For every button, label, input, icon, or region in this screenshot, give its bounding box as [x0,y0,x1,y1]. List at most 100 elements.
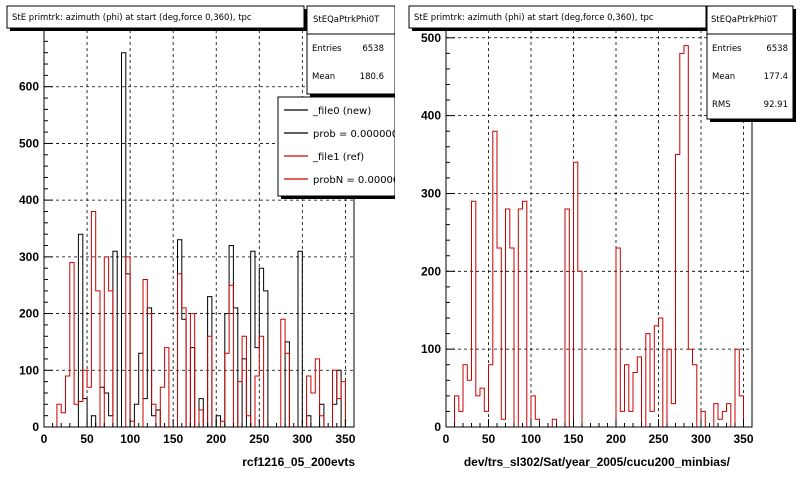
right-series-0-bin-6 [472,201,476,427]
left-ytick-label-0: 0 [32,420,39,434]
right-stats-entries-value: 6538 [766,44,788,54]
right-series-0-bin-25 [552,419,556,427]
right-stats-rms-value: 92.91 [764,100,788,110]
legend-label-probn: probN = 0.000000 [313,175,406,186]
left-axes: 0 50 100 150 200 250 300 350 0 100 200 300 400 500 600 [19,40,356,446]
left-xtick-label-3: 150 [163,432,183,446]
right-x-axis-label: dev/trs_sl302/Sat/year_2005/cucu200_minb… [464,455,731,469]
right-grid [446,30,752,427]
left-x-axis-label: rcf1216_05_200evts [242,455,355,469]
left-ytick-label-2: 200 [19,307,39,321]
right-series-0-bin-43 [629,411,633,427]
right-series-0-bin-48 [650,411,654,427]
left-ytick-label-6: 600 [19,80,39,94]
left-xtick-label-1: 50 [80,432,94,446]
right-stats-mean-label: Mean [712,72,735,82]
right-series-0-outline [446,45,752,428]
right-series-0-bin-56 [684,46,688,427]
right-xtick-label-4: 200 [606,432,626,446]
right-series-0-bin-18 [523,201,527,427]
right-series-0-bin-55 [680,53,684,427]
right-series-0-bin-40 [616,248,620,427]
left-stats-name: StEQaPtrkPhi0T [313,15,380,25]
right-series-0-bin-15 [510,248,514,427]
right-series-0-bin-57 [688,349,692,427]
right-series-0-bin-12 [497,248,501,427]
right-xtick-label-5: 250 [648,432,668,446]
right-series-0-bin-9 [484,411,488,427]
right-series-0-bin-45 [637,357,641,427]
right-ytick-label-2: 200 [421,264,441,278]
right-series-0-bin-64 [718,419,722,427]
left-ytick-label-5: 500 [19,136,39,150]
right-ytick-label-5: 500 [421,31,441,45]
right-ytick-label-4: 400 [421,109,441,123]
left-xtick-label-0: 0 [41,432,48,446]
left-stats-box [306,5,396,95]
right-series-0-bin-21 [535,419,539,427]
right-chart-title: StE primtrk: azimuth (phi) at start (deg… [414,13,654,23]
left-title-box [6,5,305,29]
left-xtick-label-6: 300 [292,432,312,446]
right-plot-frame [445,29,753,428]
right-stats-name: StEQaPtrkPhi0T [711,15,778,25]
right-series-0-bin-10 [489,365,493,427]
right-series-0-bin-58 [693,365,697,427]
right-series-0-bin-52 [667,349,671,427]
right-series-0-bin-7 [476,396,480,427]
left-chart-title: StE primtrk: azimuth (phi) at start (deg… [12,13,252,23]
right-stats-rms-label: RMS [712,100,731,110]
right-series-0-bin-63 [714,404,718,427]
right-series-0-bin-60 [701,411,705,427]
right-series-0-bin-8 [480,388,484,427]
right-series-0-bin-44 [633,373,637,428]
right-stats-mean-value: 177.4 [764,72,788,82]
legend-label-file1: _file1 (ref) [312,152,364,163]
left-stats-entries-value: 6538 [362,44,384,54]
right-xtick-label-0: 0 [443,432,450,446]
right-series-0-bin-49 [654,326,658,427]
right-series-0-bin-30 [574,162,578,427]
right-series-0-bin-3 [459,411,463,427]
right-series-0-bin-69 [739,396,743,427]
right-xtick-label-7: 350 [733,432,753,446]
right-series-0-bin-53 [671,404,675,427]
right-ytick-label-3: 300 [421,186,441,200]
right-series-0-bin-13 [501,419,505,427]
right-xtick-label-3: 150 [563,432,583,446]
right-series-0-bin-14 [506,209,510,427]
left-ytick-label-4: 400 [19,193,39,207]
left-xtick-label-5: 250 [249,432,269,446]
right-series-0-bin-68 [735,349,739,427]
right-ytick-label-0: 0 [434,420,441,434]
right-xtick-label-1: 50 [482,432,496,446]
right-panel: 0 50 100 150 200 250 300 350 0 100 200 300 400 500 de… [408,5,796,469]
right-series-0-bin-42 [625,365,629,427]
right-axes: 0 50 100 150 200 250 300 350 0 100 200 300 400 500 [421,31,754,446]
right-stats-box [706,5,794,120]
left-stats-mean-value: 180.6 [360,72,384,82]
left-panel: 0 50 100 150 200 250 300 350 0 100 200 300 400 500 600… [6,5,406,469]
right-series-0-bin-28 [565,209,569,427]
right-series-0-bin-54 [676,155,680,428]
left-xtick-label-7: 350 [335,432,355,446]
right-series-0-bin-41 [620,411,624,427]
left-xtick-label-2: 100 [120,432,140,446]
right-series-0-bin-2 [455,396,459,427]
right-series-0-bin-5 [467,380,471,427]
right-series-0-bin-50 [659,318,663,427]
left-ytick-label-3: 300 [19,250,39,264]
left-stats-mean-label: Mean [312,72,335,82]
left-xtick-label-4: 200 [206,432,226,446]
right-series-0-bin-20 [531,396,535,427]
right-series-0-bin-11 [493,131,497,427]
right-histograms [446,45,752,428]
right-series-0-bin-4 [463,365,467,427]
right-title-box [408,5,707,29]
right-series-0-bin-17 [518,209,522,427]
right-stats-entries-label: Entries [712,44,742,54]
left-stats-entries-label: Entries [312,44,342,54]
right-xtick-label-2: 100 [521,432,541,446]
legend-label-file0: _file0 (new) [312,106,371,117]
